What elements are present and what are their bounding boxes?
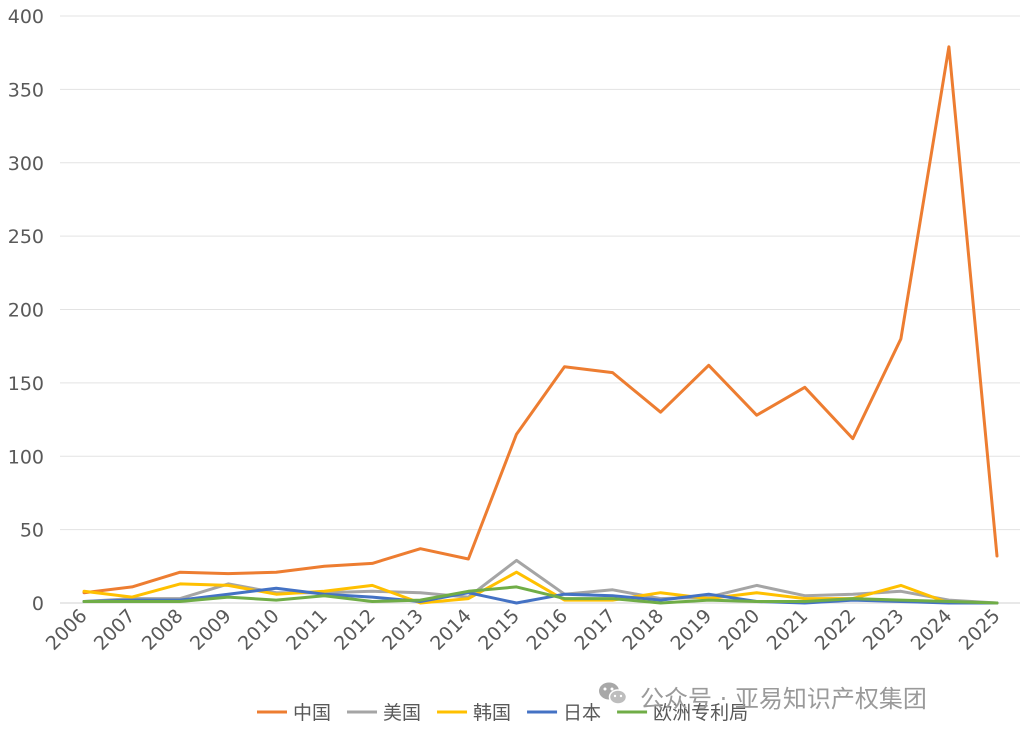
x-tick-label: 2007	[90, 605, 140, 655]
gridlines	[60, 15, 1020, 604]
y-axis-ticks: 0 50 100 150 200 250 300 350 400	[8, 6, 44, 615]
watermark-text: 公众号 · 亚易知识产权集团	[640, 685, 927, 713]
x-tick-label: 2023	[859, 605, 909, 655]
legend-label: 中国	[293, 702, 331, 724]
legend-label: 美国	[383, 702, 421, 724]
x-tick-label: 2014	[426, 605, 476, 655]
x-tick-label: 2008	[138, 605, 188, 655]
legend-item: 韩国	[437, 702, 511, 724]
y-tick-label: 100	[8, 446, 44, 468]
series-lines	[82, 45, 999, 605]
x-tick-label: 2011	[282, 605, 332, 655]
legend-item: 中国	[257, 702, 331, 724]
legend-item: 欧洲专利局	[617, 702, 748, 724]
legend-label: 日本	[563, 702, 601, 724]
y-tick-label: 400	[8, 6, 44, 28]
y-tick-label: 150	[8, 373, 44, 395]
x-tick-label: 2013	[378, 605, 428, 655]
x-tick-label: 2024	[907, 605, 957, 655]
legend-label: 韩国	[473, 702, 511, 724]
x-tick-label: 2021	[763, 605, 813, 655]
y-tick-label: 50	[20, 520, 44, 542]
x-tick-label: 2016	[522, 605, 572, 655]
series-line	[82, 585, 999, 605]
legend-item: 日本	[527, 702, 601, 724]
x-tick-label: 2006	[42, 605, 92, 655]
y-tick-label: 300	[8, 153, 44, 175]
y-tick-label: 250	[8, 226, 44, 248]
x-tick-label: 2019	[666, 605, 716, 655]
x-tick-label: 2022	[811, 605, 861, 655]
watermark: 公众号 · 亚易知识产权集团	[599, 682, 927, 713]
legend: 中国 美国 韩国 日本 欧洲专利局	[257, 702, 748, 724]
x-axis-ticks: 2006200720082009201020112012201320142015…	[42, 605, 1005, 655]
wechat-icon	[599, 682, 628, 705]
x-tick-label: 2018	[618, 605, 668, 655]
y-tick-label: 0	[32, 593, 44, 615]
x-tick-label: 2010	[234, 605, 284, 655]
legend-label: 欧洲专利局	[653, 702, 748, 724]
x-tick-label: 2009	[186, 605, 236, 655]
legend-item: 美国	[347, 702, 421, 724]
series-line	[82, 45, 999, 595]
y-tick-label: 200	[8, 300, 44, 322]
x-tick-label: 2012	[330, 605, 380, 655]
x-tick-label: 2020	[715, 605, 765, 655]
x-tick-label: 2015	[474, 605, 524, 655]
y-tick-label: 350	[8, 79, 44, 101]
x-tick-label: 2025	[955, 605, 1005, 655]
x-tick-label: 2017	[570, 605, 620, 655]
